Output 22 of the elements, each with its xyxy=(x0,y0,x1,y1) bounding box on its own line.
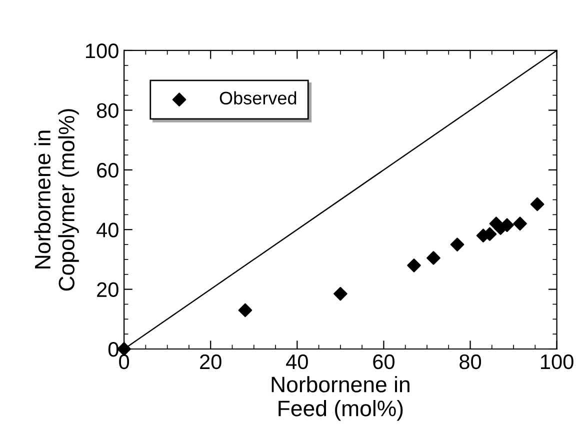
x-tick-label: 20 xyxy=(200,354,222,370)
y-axis-title: Norbornene in Copolymer (mol%) xyxy=(34,109,79,291)
point xyxy=(450,238,464,252)
x-axis-title: Norbornene in Feed (mol%) xyxy=(272,376,410,421)
y-tick-label: 20 xyxy=(97,282,118,298)
legend-label: Observed xyxy=(220,91,296,105)
x-tick-label: 60 xyxy=(373,354,394,370)
y-tick-label: 0 xyxy=(108,342,118,357)
point xyxy=(238,303,252,318)
x-tick-label: 80 xyxy=(460,354,482,370)
y-tick-label: 40 xyxy=(96,222,118,238)
point xyxy=(513,216,527,231)
point xyxy=(426,251,440,265)
y-tick-label: 80 xyxy=(96,103,118,118)
x-tick-label: 40 xyxy=(286,354,308,370)
x-tick-label: 0 xyxy=(119,354,130,370)
y-tick-label: 60 xyxy=(97,162,118,178)
point xyxy=(530,197,544,212)
y-tick-label: 100 xyxy=(86,43,118,58)
point xyxy=(334,286,348,301)
x-tick-label: 100 xyxy=(541,354,574,370)
point xyxy=(407,258,421,272)
